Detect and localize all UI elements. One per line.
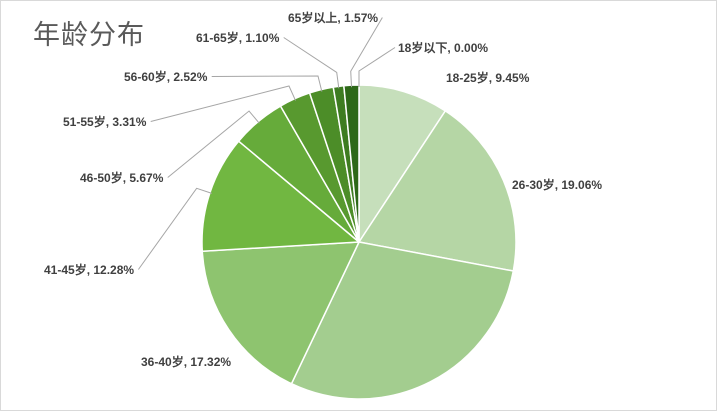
slice-3 (290, 241, 515, 400)
leader-line-7 (150, 85, 297, 122)
slice-label-10: 65岁以上, 1.57% (288, 10, 378, 25)
leader-line-5 (137, 187, 212, 270)
slice-label-8: 56-60岁, 2.52% (124, 69, 208, 84)
leader-line-6 (167, 110, 260, 178)
slice-label-0: 18岁以下, 0.00% (398, 40, 488, 55)
slice-label-9: 61-65岁, 1.10% (196, 30, 280, 45)
slice-label-7: 51-55岁, 3.31% (63, 114, 147, 129)
slice-label-4: 36-40岁, 17.32% (141, 354, 231, 369)
leader-line-10 (350, 17, 383, 88)
leader-line-9 (283, 37, 340, 89)
leader-line-0 (358, 47, 396, 87)
chart-title: 年龄分布 (33, 20, 145, 51)
slice-label-6: 46-50岁, 5.67% (80, 170, 164, 185)
slice-1 (358, 84, 447, 245)
slice-label-5: 41-45岁, 12.28% (44, 262, 134, 277)
slice-2 (357, 109, 517, 272)
slice-label-1: 18-25岁, 9.45% (446, 70, 530, 85)
leader-line-8 (211, 75, 323, 92)
slice-4 (201, 241, 361, 385)
leader-lines (137, 17, 396, 270)
slice-labels: 18岁以下, 0.00% 18-25岁, 9.45% 26-30岁, 19.06% 3… (44, 10, 602, 369)
pie-slices (201, 84, 517, 400)
slice-label-2: 26-30岁, 19.06% (512, 177, 602, 192)
